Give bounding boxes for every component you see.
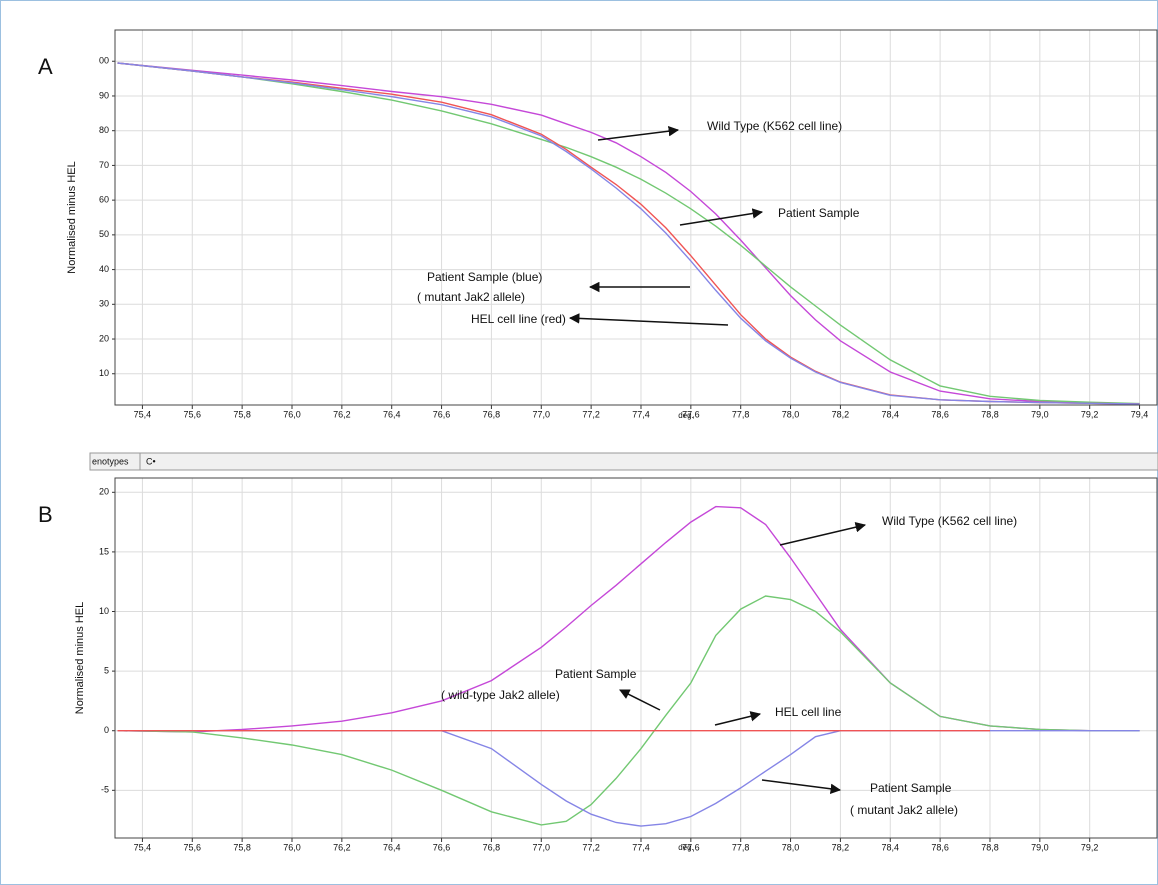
x-tick-label: 76,8 — [483, 842, 501, 852]
plot-area — [115, 478, 1157, 838]
annotation: Wild Type (K562 cell line) — [707, 119, 842, 133]
panel-label: A — [38, 54, 53, 79]
annotation-arrow — [779, 522, 867, 546]
annotation-arrow — [568, 313, 729, 326]
annotation: Patient Sample — [555, 667, 637, 681]
tab-bar — [89, 452, 1158, 471]
y-tick-label: 70 — [99, 160, 109, 170]
x-tick-label: 79,4 — [1131, 409, 1149, 419]
x-tick-label: 77,8 — [732, 409, 750, 419]
x-tick-label: 79,0 — [1031, 409, 1049, 419]
annotation: Patient Sample — [778, 206, 860, 220]
annotation: Patient Sample — [870, 781, 952, 795]
annotation-arrow — [714, 711, 762, 726]
x-tick-label: 75,8 — [233, 409, 251, 419]
x-tick-label: 76,0 — [283, 842, 301, 852]
annotation: Patient Sample (blue) — [427, 270, 542, 284]
x-tick-label: 78,6 — [931, 409, 949, 419]
y-tick-label: 50 — [99, 229, 109, 239]
y-tick-label: 20 — [99, 487, 109, 497]
panel-label: B — [38, 502, 53, 527]
x-tick-label: 75,4 — [134, 409, 152, 419]
x-tick-label: 75,8 — [233, 842, 251, 852]
x-tick-label: 76,0 — [283, 409, 301, 419]
x-tick-label: 77,6 — [682, 842, 700, 852]
x-tick-label: 75,4 — [134, 842, 152, 852]
x-tick-label: 77,0 — [533, 409, 551, 419]
plot-frame — [114, 29, 1158, 406]
annotation: ( wild-type Jak2 allele) — [441, 688, 560, 702]
x-tick-label: 78,6 — [931, 842, 949, 852]
x-tick-label: 78,8 — [981, 842, 999, 852]
y-tick-label: 5 — [104, 665, 109, 675]
x-tick-label: 78,2 — [832, 409, 850, 419]
annotation-arrow — [761, 779, 842, 795]
annotation: ( mutant Jak2 allele) — [417, 290, 525, 304]
y-tick-label: 15 — [99, 546, 109, 556]
x-tick-label: 75,6 — [184, 842, 202, 852]
x-tick-label: 77,2 — [582, 842, 600, 852]
x-tick-label: 76,4 — [383, 842, 401, 852]
x-tick-label: 76,8 — [483, 409, 501, 419]
x-tick-label: 76,2 — [333, 409, 351, 419]
x-tick-label: 77,8 — [732, 842, 750, 852]
tab: enotypes — [92, 456, 129, 466]
y-tick-label: 10 — [99, 606, 109, 616]
x-tick-label: 76,6 — [433, 409, 451, 419]
x-tick-label: 77,4 — [632, 842, 650, 852]
x-tick-label: 78,4 — [882, 409, 900, 419]
x-tick-label: 77,4 — [632, 409, 650, 419]
series-line — [117, 62, 1140, 405]
x-tick-label: 78,4 — [882, 842, 900, 852]
y-axis-label: Normalised minus HEL — [74, 602, 86, 714]
y-tick-label: 20 — [99, 333, 109, 343]
series-line — [117, 62, 1140, 405]
plot-frame — [114, 477, 1158, 839]
x-tick-label: 78,0 — [782, 842, 800, 852]
x-tick-label: 78,0 — [782, 409, 800, 419]
x-tick-label: 77,2 — [582, 409, 600, 419]
x-tick-label: 78,8 — [981, 409, 999, 419]
x-tick-label: 77,6 — [682, 409, 700, 419]
y-tick-label: 30 — [99, 299, 109, 309]
x-tick-label: 78,2 — [832, 842, 850, 852]
x-tick-label: 79,0 — [1031, 842, 1049, 852]
y-tick-label: 40 — [99, 264, 109, 274]
annotation: HEL cell line — [775, 705, 842, 719]
x-tick-label: 76,6 — [433, 842, 451, 852]
tab: C• — [146, 456, 156, 466]
y-tick-label: 60 — [99, 195, 109, 205]
x-tick-label: 79,2 — [1081, 842, 1099, 852]
annotation: ( mutant Jak2 allele) — [850, 803, 958, 817]
annotation: Wild Type (K562 cell line) — [882, 514, 1017, 528]
annotation-arrow — [619, 689, 661, 711]
y-tick-label: 10 — [99, 368, 109, 378]
x-axis-label: deg. — [678, 843, 694, 852]
y-tick-label: 00 — [99, 56, 109, 66]
y-tick-label: 0 — [104, 725, 109, 735]
x-tick-label: 77,0 — [533, 842, 551, 852]
series-line — [117, 62, 1140, 405]
plot-area — [115, 30, 1157, 405]
annotation: HEL cell line (red) — [471, 312, 566, 326]
y-axis-label: Normalised minus HEL — [66, 161, 78, 273]
annotation-arrow — [597, 125, 680, 141]
y-tick-label: -5 — [101, 785, 109, 795]
annotation-arrow — [679, 208, 764, 226]
x-tick-label: 79,2 — [1081, 409, 1099, 419]
x-tick-label: 76,4 — [383, 409, 401, 419]
x-axis-label: deg. — [678, 411, 694, 420]
x-tick-label: 76,2 — [333, 842, 351, 852]
x-tick-label: 75,6 — [184, 409, 202, 419]
series-line — [117, 595, 1140, 826]
y-tick-label: 90 — [99, 90, 109, 100]
y-tick-label: 80 — [99, 125, 109, 135]
